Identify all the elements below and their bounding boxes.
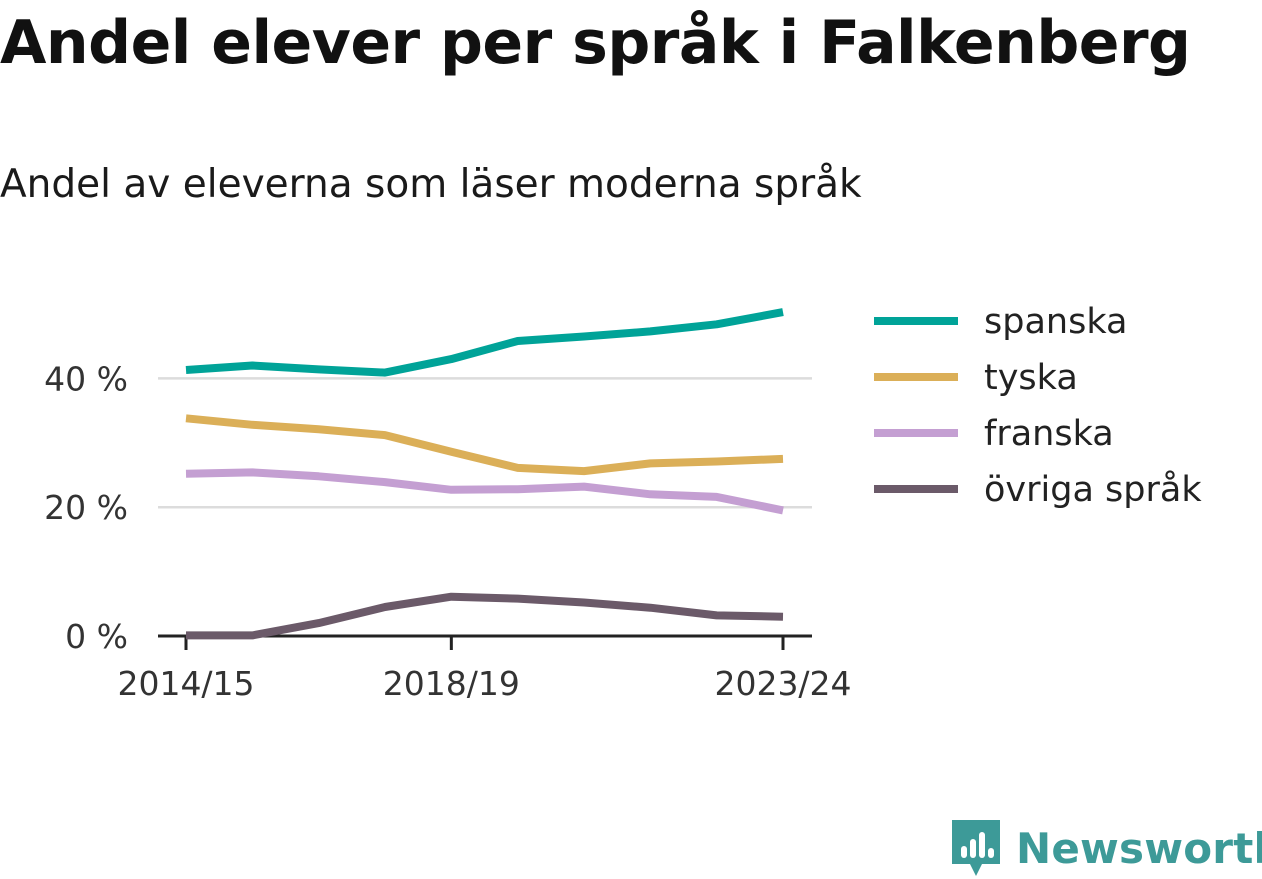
x-tick-label: 2014/15	[117, 664, 254, 703]
legend-label-spanska: spanska	[984, 302, 1127, 342]
series-line-franska	[185, 468, 784, 515]
axes: 0 % 20 % 40 % 2014/15 2018/19 2023/24	[44, 359, 851, 703]
newsworthy-brand: Newsworthy	[950, 818, 1262, 878]
legend-label--vriga-spr-k: övriga språk	[984, 469, 1202, 510]
series-line--vriga-spr-k	[186, 592, 784, 640]
series-line-spanska	[185, 308, 784, 377]
legend: spanska tyska franska övriga språk	[874, 302, 1202, 510]
series-line-tyska	[185, 414, 784, 476]
newsworthy-logo-icon	[952, 820, 1000, 876]
legend-label-tyska: tyska	[984, 358, 1078, 398]
x-tick-label: 2023/24	[714, 664, 851, 703]
chart-title: Andel elever per språk i Falkenberg	[0, 8, 1191, 78]
chart-subtitle: Andel av eleverna som läser moderna språ…	[0, 162, 862, 207]
brand-name: Newsworthy	[1016, 823, 1262, 873]
y-tick-label: 0 %	[65, 617, 128, 656]
y-tick-label: 40 %	[44, 359, 128, 398]
legend-label-franska: franska	[984, 414, 1114, 454]
series-lines	[185, 308, 784, 640]
gridlines	[158, 377, 812, 509]
y-tick-label: 20 %	[44, 488, 128, 527]
x-tick-label: 2018/19	[383, 664, 520, 703]
